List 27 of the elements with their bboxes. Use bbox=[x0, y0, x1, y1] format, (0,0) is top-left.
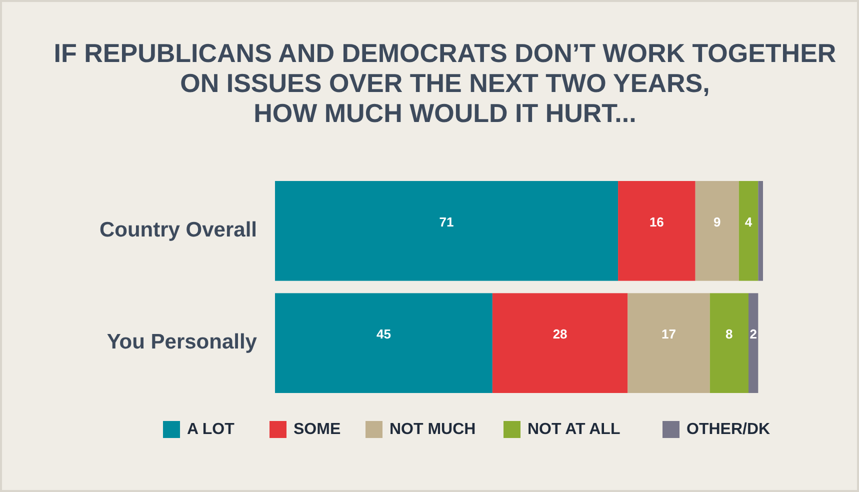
bar bbox=[758, 181, 763, 281]
bar bbox=[695, 181, 739, 281]
chart-title: IF REPUBLICANS AND DEMOCRATS DON’T WORK TOGETHER ON ISSUES OVER THE NEXT TWO YEARS, HOW MUCH WOULD IT HURT... bbox=[54, 38, 836, 128]
legend-label: NOT MUCH bbox=[390, 421, 476, 438]
bar bbox=[710, 293, 749, 393]
data-label: 2 bbox=[750, 326, 757, 342]
bar bbox=[628, 293, 710, 393]
data-label: 45 bbox=[376, 326, 391, 342]
bar bbox=[492, 293, 628, 393]
data-label: 9 bbox=[713, 214, 721, 230]
bar bbox=[275, 293, 492, 393]
bar bbox=[738, 181, 758, 281]
bar bbox=[275, 181, 618, 281]
legend-label: NOT AT ALL bbox=[528, 421, 620, 438]
data-label: 71 bbox=[439, 214, 454, 230]
data-label: 16 bbox=[649, 214, 664, 230]
data-label: 4 bbox=[744, 214, 753, 230]
y-tick-label: Country Overall bbox=[99, 218, 257, 242]
legend-label: A LOT bbox=[187, 421, 235, 438]
legend-label: OTHER/DK bbox=[686, 421, 770, 438]
data-label: 28 bbox=[552, 326, 568, 342]
y-tick-label: You Personally bbox=[106, 330, 258, 354]
bar bbox=[748, 293, 758, 393]
data-label: 17 bbox=[662, 326, 676, 342]
bar bbox=[618, 181, 696, 281]
data-label: 8 bbox=[726, 326, 733, 342]
legend-label: SOME bbox=[294, 421, 341, 438]
